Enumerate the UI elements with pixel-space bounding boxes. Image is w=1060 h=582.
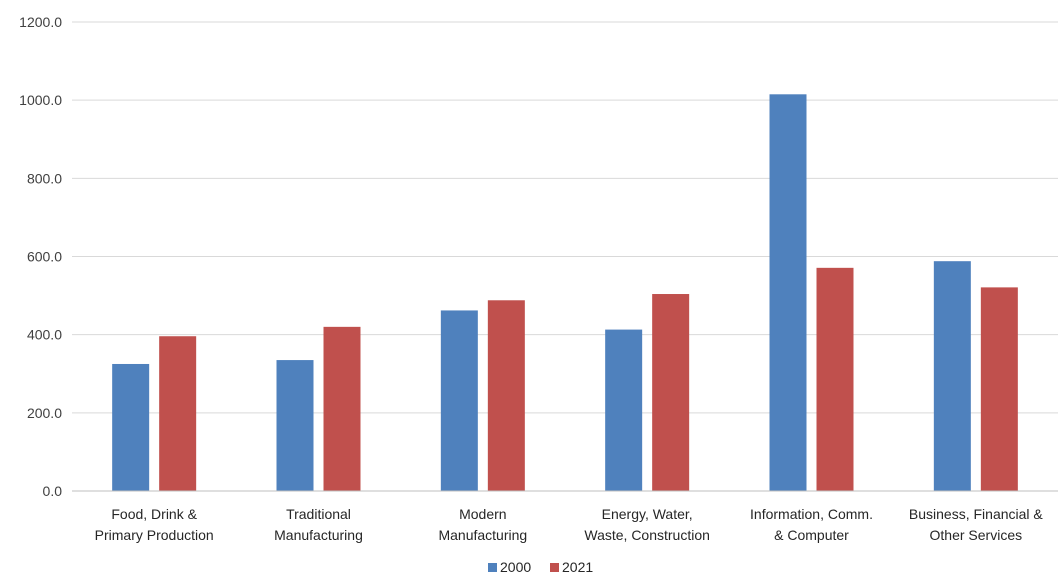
y-tick-label: 800.0: [27, 170, 62, 186]
x-category-label: Manufacturing: [274, 527, 363, 543]
y-axis-tick-labels: 0.0 200.0 400.0 600.0 800.0 1000.0 1200.0: [19, 14, 62, 499]
x-axis-category-labels: Food, Drink & Primary Production Tradition…: [95, 506, 1044, 543]
x-category-label: Food, Drink &: [111, 506, 197, 522]
y-tick-label: 400.0: [27, 327, 62, 343]
bar-2021-3: [652, 294, 690, 491]
bar-2000-1: [276, 360, 314, 491]
x-category-label: Other Services: [930, 527, 1023, 543]
x-category-label: Modern: [459, 506, 506, 522]
bar-2000-5: [933, 261, 971, 491]
gridlines: [72, 21, 1058, 414]
x-category-label: Business, Financial &: [909, 506, 1044, 522]
bar-2021-2: [487, 300, 525, 491]
bar-2000-0: [112, 363, 150, 491]
y-tick-label: 200.0: [27, 405, 62, 421]
x-category-label: Traditional: [286, 506, 351, 522]
x-category-label: Information, Comm.: [750, 506, 873, 522]
legend-swatch-2000: [488, 563, 497, 572]
bar-2021-1: [323, 326, 361, 491]
bar-2000-2: [440, 310, 478, 491]
x-category-label: Energy, Water,: [602, 506, 693, 522]
legend-label-2021: 2021: [562, 559, 593, 575]
legend-swatch-2021: [550, 563, 559, 572]
y-tick-label: 1200.0: [19, 14, 62, 30]
legend: 2000 2021: [488, 559, 593, 575]
y-tick-label: 0.0: [43, 483, 63, 499]
bar-2000-4: [769, 94, 807, 491]
x-category-label: Primary Production: [95, 527, 214, 543]
x-category-label: Waste, Construction: [584, 527, 710, 543]
bar-2021-4: [816, 267, 854, 491]
bar-2021-5: [980, 287, 1018, 491]
legend-label-2000: 2000: [500, 559, 531, 575]
x-category-label: & Computer: [774, 527, 849, 543]
bars: [112, 94, 1018, 491]
y-tick-label: 1000.0: [19, 92, 62, 108]
y-tick-label: 600.0: [27, 249, 62, 265]
bar-2021-0: [159, 336, 197, 491]
x-category-label: Manufacturing: [438, 527, 527, 543]
bar-2000-3: [605, 329, 643, 491]
